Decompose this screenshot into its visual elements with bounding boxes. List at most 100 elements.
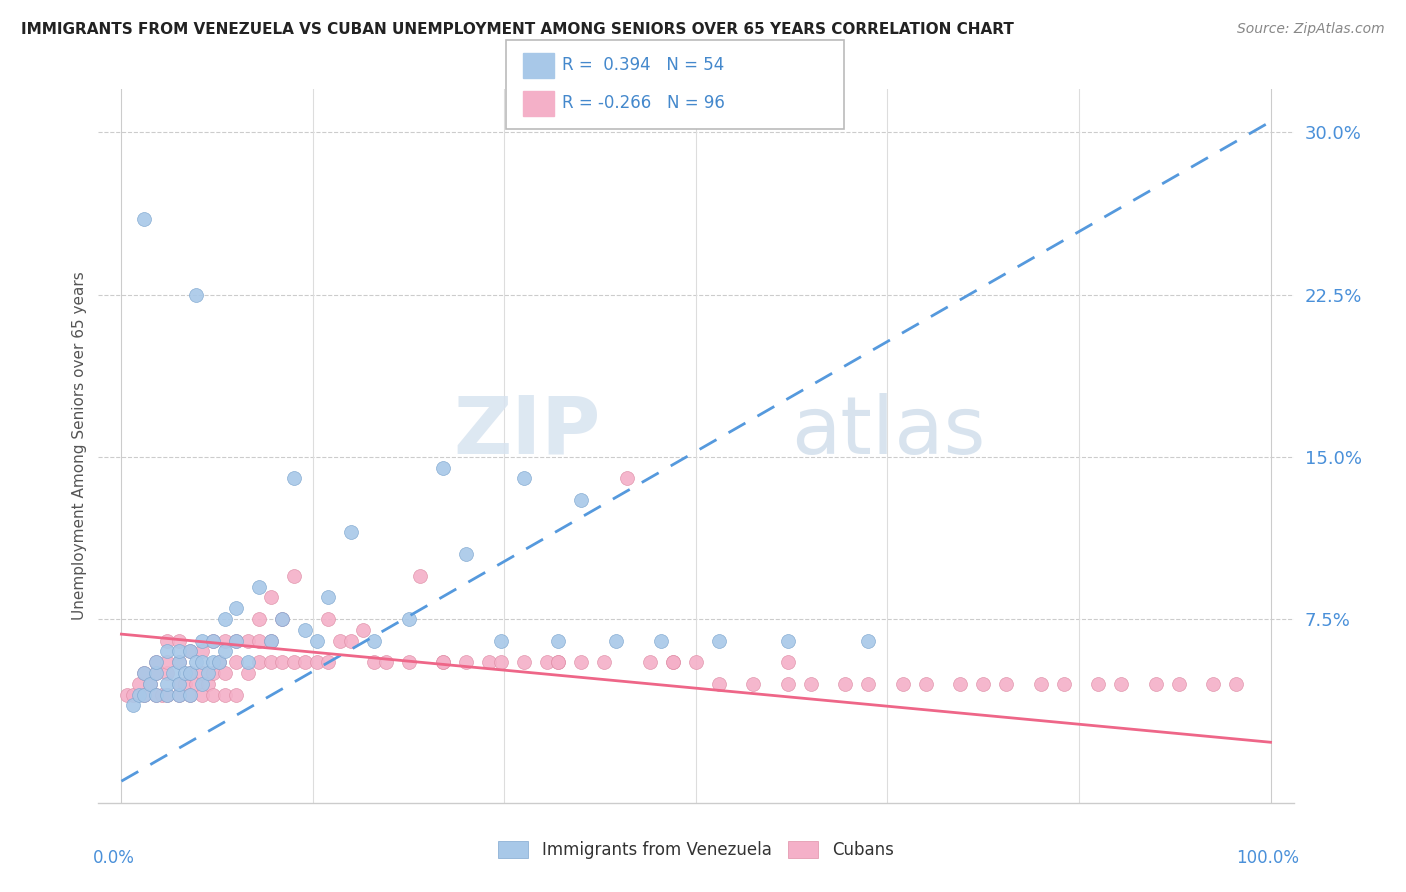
Point [167, 688, 190, 702]
Point [202, 633, 225, 648]
Point [122, 688, 145, 702]
Point [776, 655, 799, 669]
Point [456, 547, 478, 561]
Point [179, 644, 201, 658]
Point [271, 612, 294, 626]
Point [145, 688, 167, 702]
Point [145, 666, 167, 681]
Point [156, 655, 179, 669]
Point [150, 688, 173, 702]
Point [283, 471, 305, 485]
Point [536, 655, 558, 669]
Point [478, 655, 501, 669]
Point [247, 633, 270, 648]
Point [316, 591, 339, 605]
Legend: Immigrants from Venezuela, Cubans: Immigrants from Venezuela, Cubans [492, 834, 900, 866]
Point [271, 612, 294, 626]
Point [316, 655, 339, 669]
Point [489, 655, 512, 669]
Point [776, 677, 799, 691]
Point [173, 666, 195, 681]
Point [398, 612, 420, 626]
Point [156, 644, 179, 658]
Point [197, 666, 219, 681]
Text: R =  0.394   N = 54: R = 0.394 N = 54 [562, 56, 724, 74]
Point [167, 644, 190, 658]
Point [247, 580, 270, 594]
Point [128, 688, 150, 702]
Point [914, 677, 936, 691]
Text: R = -0.266   N = 96: R = -0.266 N = 96 [562, 95, 725, 112]
Point [858, 677, 880, 691]
Point [834, 677, 856, 691]
Y-axis label: Unemployment Among Seniors over 65 years: Unemployment Among Seniors over 65 years [72, 272, 87, 620]
Point [225, 601, 247, 615]
Point [260, 633, 283, 648]
Point [512, 655, 534, 669]
Point [191, 666, 214, 681]
Point [191, 633, 214, 648]
Point [214, 612, 236, 626]
Point [547, 633, 569, 648]
Point [363, 633, 385, 648]
Point [638, 655, 661, 669]
Point [191, 677, 214, 691]
Point [179, 688, 201, 702]
Point [167, 677, 190, 691]
Point [208, 655, 231, 669]
Point [225, 688, 247, 702]
Point [214, 633, 236, 648]
Point [145, 655, 167, 669]
Point [512, 471, 534, 485]
Point [179, 688, 201, 702]
Point [145, 666, 167, 681]
Point [569, 655, 592, 669]
Point [260, 591, 283, 605]
Point [184, 677, 207, 691]
Point [489, 633, 512, 648]
Point [260, 633, 283, 648]
Point [283, 568, 305, 582]
Point [184, 655, 207, 669]
Point [202, 655, 225, 669]
Point [225, 633, 247, 648]
Point [456, 655, 478, 669]
Point [432, 655, 454, 669]
Point [225, 655, 247, 669]
Point [139, 677, 162, 691]
Point [972, 677, 994, 691]
Point [294, 655, 316, 669]
Point [1029, 677, 1052, 691]
Point [236, 655, 259, 669]
Point [173, 677, 195, 691]
Point [858, 633, 880, 648]
Point [236, 666, 259, 681]
Point [742, 677, 765, 691]
Point [593, 655, 616, 669]
Point [800, 677, 823, 691]
Text: 100.0%: 100.0% [1236, 849, 1299, 867]
Point [374, 655, 396, 669]
Point [202, 666, 225, 681]
Point [145, 655, 167, 669]
Point [995, 677, 1018, 691]
Point [128, 677, 150, 691]
Point [707, 633, 730, 648]
Point [949, 677, 972, 691]
Point [305, 655, 328, 669]
Point [214, 688, 236, 702]
Point [179, 666, 201, 681]
Point [662, 655, 685, 669]
Point [316, 612, 339, 626]
Point [191, 655, 214, 669]
Point [707, 677, 730, 691]
Point [271, 655, 294, 669]
Point [650, 633, 672, 648]
Point [1167, 677, 1189, 691]
Point [184, 287, 207, 301]
Point [134, 688, 156, 702]
Point [776, 633, 799, 648]
Point [225, 633, 247, 648]
Point [134, 688, 156, 702]
Point [214, 666, 236, 681]
